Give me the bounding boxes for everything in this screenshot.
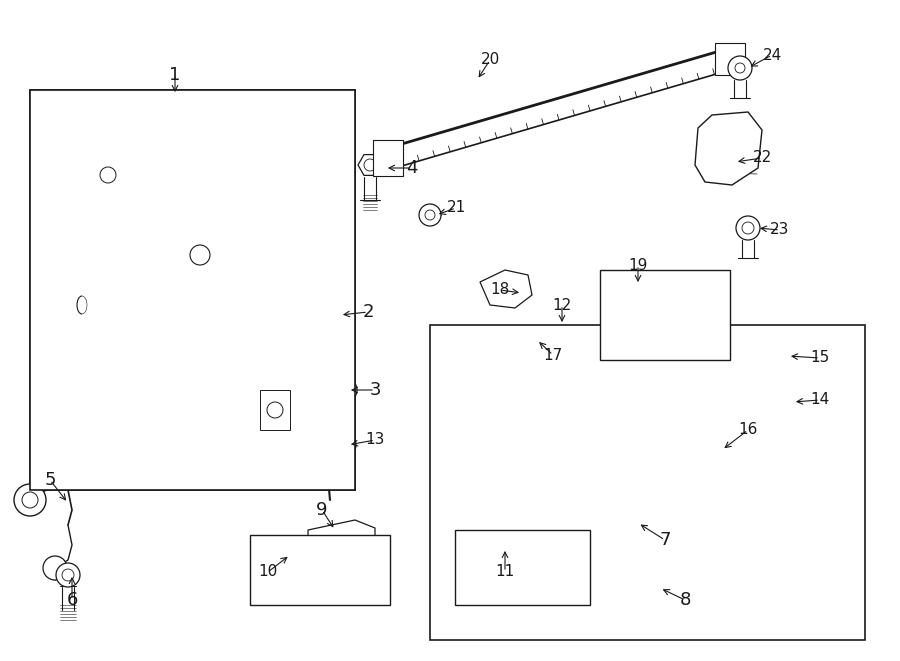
Polygon shape [695, 112, 762, 185]
Circle shape [314, 406, 342, 434]
Circle shape [106, 409, 118, 421]
Circle shape [742, 222, 754, 234]
Circle shape [93, 435, 107, 449]
Text: 1: 1 [169, 66, 181, 84]
Bar [455, 530, 590, 605]
Text: 3: 3 [369, 381, 381, 399]
Circle shape [218, 458, 232, 472]
Circle shape [100, 403, 124, 427]
Polygon shape [65, 135, 340, 480]
Circle shape [110, 152, 126, 168]
Circle shape [476, 554, 484, 562]
Polygon shape [762, 348, 792, 365]
Circle shape [616, 296, 644, 324]
Circle shape [623, 303, 637, 317]
Text: 7: 7 [659, 531, 670, 549]
Circle shape [268, 551, 296, 579]
Circle shape [339, 384, 351, 396]
Circle shape [334, 434, 356, 456]
Bar [600, 270, 730, 360]
Text: 12: 12 [553, 297, 572, 313]
Bar [30, 90, 355, 490]
Circle shape [14, 484, 46, 516]
Bar [250, 535, 390, 605]
Circle shape [650, 583, 660, 593]
Bar [373, 140, 403, 176]
Text: 9: 9 [316, 501, 328, 519]
Circle shape [56, 563, 80, 587]
Circle shape [736, 216, 760, 240]
Circle shape [334, 561, 356, 583]
Circle shape [735, 63, 745, 73]
Text: 2: 2 [362, 303, 374, 321]
Circle shape [190, 245, 210, 265]
Text: 5: 5 [44, 471, 56, 489]
Polygon shape [308, 520, 375, 558]
Circle shape [321, 413, 335, 427]
Text: 21: 21 [446, 200, 465, 215]
Circle shape [62, 569, 74, 581]
Circle shape [419, 204, 441, 226]
Circle shape [276, 559, 288, 571]
Circle shape [267, 402, 283, 418]
Text: 17: 17 [544, 348, 562, 362]
Circle shape [728, 56, 752, 80]
Circle shape [201, 261, 219, 279]
Text: 23: 23 [770, 223, 789, 237]
Circle shape [148, 458, 162, 472]
Polygon shape [358, 155, 382, 175]
Bar [715, 43, 745, 75]
Circle shape [100, 167, 116, 183]
Text: 11: 11 [495, 564, 515, 580]
Bar [510, 548, 545, 575]
Circle shape [679, 307, 701, 329]
Polygon shape [80, 155, 310, 455]
Circle shape [773, 388, 797, 412]
Circle shape [22, 492, 38, 508]
Polygon shape [480, 270, 532, 308]
Text: 8: 8 [680, 591, 690, 609]
Text: 10: 10 [258, 564, 277, 580]
Text: 16: 16 [738, 422, 758, 438]
Bar [30, 90, 355, 490]
Circle shape [333, 378, 357, 402]
Circle shape [710, 448, 720, 458]
Circle shape [85, 168, 99, 182]
Bar [260, 390, 290, 430]
Polygon shape [523, 330, 558, 362]
Bar [780, 420, 835, 490]
Circle shape [704, 442, 726, 464]
Circle shape [43, 556, 67, 580]
Text: 18: 18 [491, 282, 509, 297]
Text: 13: 13 [365, 432, 384, 447]
Bar [460, 345, 510, 440]
Bar [430, 325, 865, 640]
Circle shape [685, 313, 695, 323]
Circle shape [471, 549, 489, 567]
Text: 4: 4 [406, 159, 418, 177]
Text: 22: 22 [752, 151, 771, 165]
Text: 20: 20 [481, 52, 500, 67]
Text: 14: 14 [810, 393, 830, 407]
Text: 15: 15 [810, 350, 830, 366]
Text: 24: 24 [762, 48, 781, 63]
Circle shape [644, 577, 666, 599]
Circle shape [780, 395, 790, 405]
Text: 6: 6 [67, 591, 77, 609]
Text: 19: 19 [628, 258, 648, 272]
Circle shape [340, 440, 350, 450]
Circle shape [425, 210, 435, 220]
Circle shape [364, 159, 376, 171]
